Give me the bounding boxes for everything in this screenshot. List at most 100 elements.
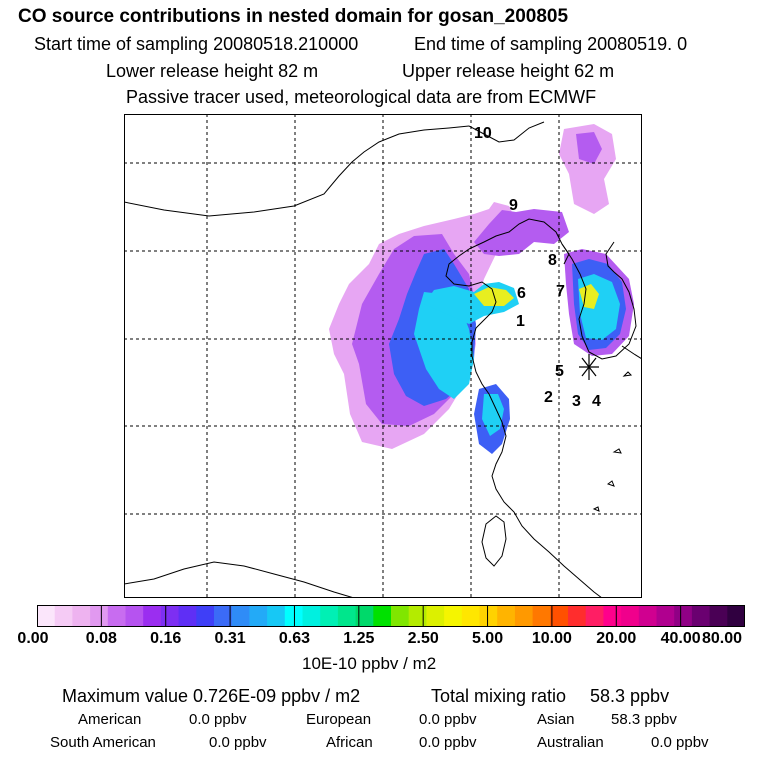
color-scale-swatch [638,605,658,627]
color-scale-tick-label: 40.00 [660,630,701,647]
color-scale-swatch [391,605,410,627]
color-scale-tick-label: 0.16 [150,630,182,647]
star-icon [579,354,599,380]
taiwan-outline [481,515,507,567]
source-label-2: 2 [544,389,553,406]
china-south-coast [124,561,355,598]
color-scale-swatch [461,605,481,627]
color-scale-tick-label: 80.00 [701,630,743,647]
color-scale-swatch [178,605,197,627]
bohai-coast [445,248,603,598]
maximum-value: Maximum value 0.726E-09 ppbv / m2 [62,686,361,706]
color-scale-swatch [90,605,109,627]
color-scale-swatch [514,605,534,627]
source-label-10: 10 [474,125,492,142]
end-time: End time of sampling 20080519. 0 [414,34,688,54]
color-scale-swatch [497,605,516,627]
color-scale-swatch [656,605,675,627]
source-label-8: 8 [548,252,557,269]
region-south-american-label: South American [50,734,156,751]
color-scale-swatch [37,605,56,627]
color-scale-swatch [621,605,640,627]
source-label-1: 1 [516,313,525,330]
color-scale-swatch [373,605,392,627]
japan-coast [621,345,642,360]
color-scale-tick-label: 20.00 [596,630,637,647]
total-mixing-ratio-label: Total mixing ratio [431,686,567,706]
color-scale-tick-label: 5.00 [471,630,504,647]
china-north-coast [124,125,470,217]
region-australian-value: 0.0 ppbv [651,734,709,751]
region-south-american-value: 0.0 ppbv [209,734,267,751]
color-scale-swatch [72,605,91,627]
color-scale-swatch [479,605,498,627]
color-scale-swatch [125,605,144,627]
region-european-label: European [306,711,372,728]
color-scale-swatch [196,605,215,627]
concentration-map: 10 9 8 7 6 1 5 2 3 4 [124,114,642,598]
color-scale-swatch [550,605,569,627]
islands [592,371,633,512]
color-scale-tick-label: 0.31 [214,630,246,647]
northeast-plume-core [576,132,602,164]
tracer-note: Passive tracer used, meteorological data… [126,87,597,107]
color-scale-swatch [231,605,250,627]
color-scale-swatch [214,605,233,627]
source-label-4: 4 [592,393,601,410]
plume-north-layer [474,209,569,256]
plot-title: CO source contributions in nested domain… [18,6,569,27]
color-scale-tick-label: 1.25 [343,630,375,647]
color-scale-swatch [532,605,551,627]
color-scale-swatch [408,605,427,627]
color-scale-swatch [249,605,268,627]
region-african-label: African [326,734,373,751]
source-label-6: 6 [517,285,526,302]
northeast-plume [559,124,616,214]
source-label-7: 7 [556,283,565,300]
color-scale-swatch [709,605,728,627]
color-scale-swatch [337,605,357,627]
color-scale-frame [37,605,745,627]
color-scale-tick-label: 0.63 [278,630,311,647]
color-scale-swatch [444,605,463,627]
color-scale-swatch [355,605,374,627]
color-scale-swatch [568,605,587,627]
color-scale-swatch [267,605,286,627]
coastlines [124,121,642,598]
source-label-3: 3 [572,393,581,410]
korea-coast [561,241,637,360]
lower-release-height: Lower release height 82 m [106,61,319,81]
start-time: Start time of sampling 20080518.210000 [34,34,359,54]
region-asian-value: 58.3 ppbv [611,711,677,728]
color-scale-tick-label: 2.50 [407,630,439,647]
color-scale-swatch [727,605,745,627]
color-scale-swatch [284,605,304,627]
color-scale-swatch [320,605,339,627]
region-american-label: American [78,711,142,728]
map-frame [124,114,642,598]
color-scale-bar [37,605,745,627]
region-australian-label: Australian [537,734,604,751]
region-american-value: 0.0 ppbv [189,711,247,728]
color-scale-swatch [54,605,73,627]
color-scale-tick-label: 0.00 [17,630,49,647]
color-scale-swatch [160,605,180,627]
color-scale-tick-label: 0.08 [85,630,117,647]
source-label-5: 5 [555,363,564,380]
upper-release-height: Upper release height 62 m [402,61,615,81]
color-scale-swatch [603,605,622,627]
lat-lon-grid [124,114,642,598]
color-scale-swatch [143,605,162,627]
color-scale-swatch [302,605,321,627]
northeast-border [468,121,545,143]
source-label-9: 9 [509,197,518,214]
color-scale-swatch [691,605,711,627]
color-scale-tick-label: 10.00 [531,630,572,647]
color-scale-swatch [585,605,604,627]
color-scale-swatch [674,605,693,627]
total-mixing-ratio-value: 58.3 ppbv [590,686,670,706]
units-label: 10E-10 ppbv / m2 [302,654,437,673]
color-scale-swatch [426,605,445,627]
color-scale-swatch [107,605,127,627]
region-asian-label: Asian [537,711,575,728]
